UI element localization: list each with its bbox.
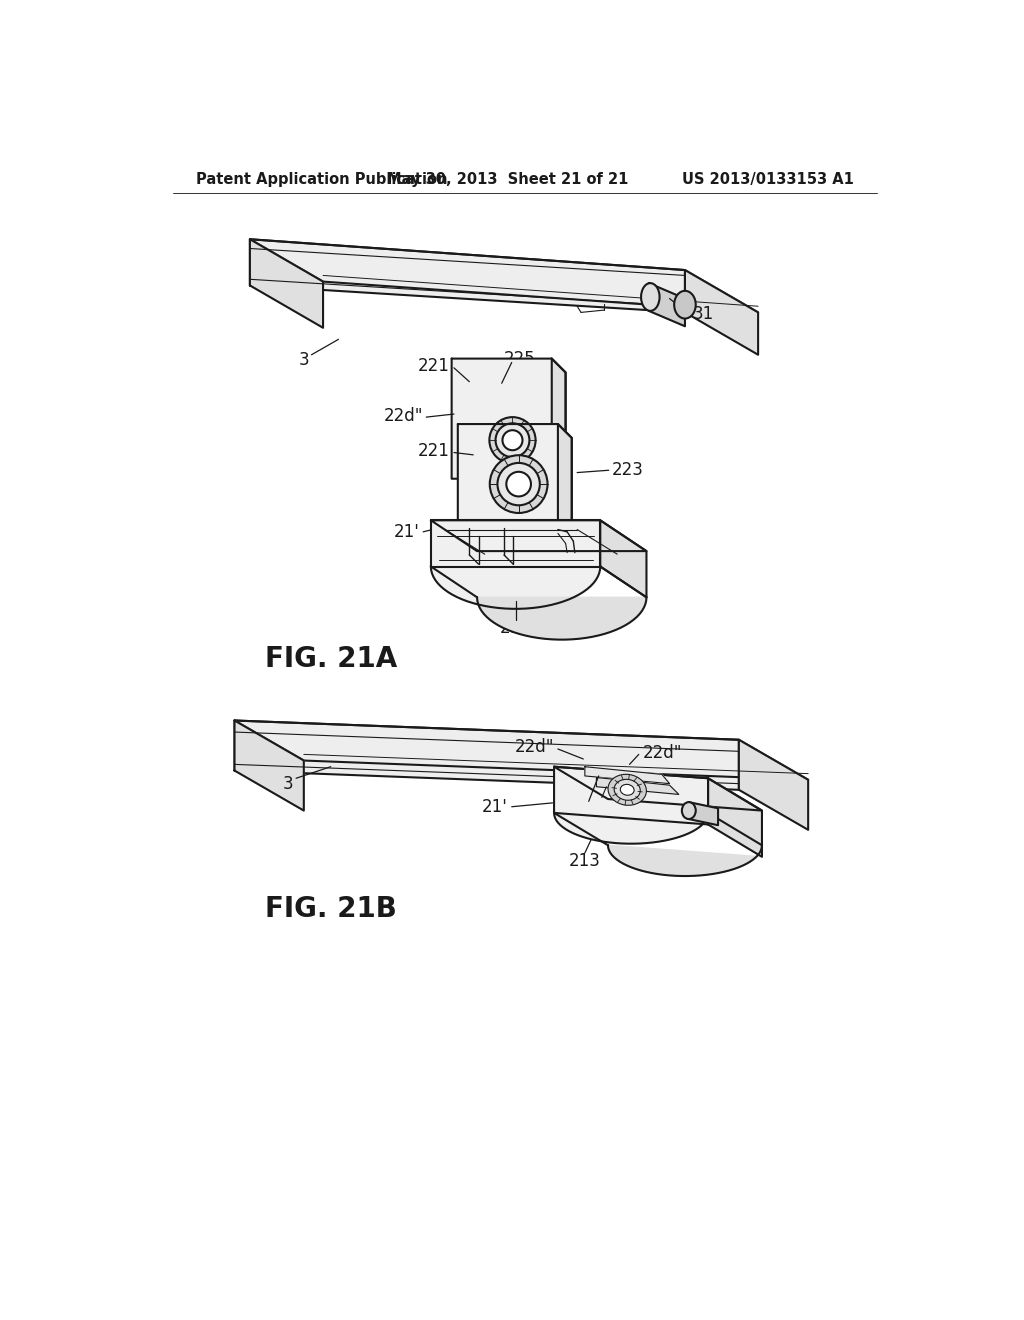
Polygon shape — [477, 566, 646, 640]
Text: 22d": 22d" — [643, 744, 682, 762]
Ellipse shape — [506, 471, 531, 496]
Ellipse shape — [614, 779, 640, 800]
Polygon shape — [250, 239, 685, 313]
Ellipse shape — [682, 803, 695, 818]
Text: FIG. 21A: FIG. 21A — [265, 645, 397, 673]
Polygon shape — [554, 767, 762, 810]
Polygon shape — [431, 520, 646, 552]
Text: 221: 221 — [418, 442, 451, 459]
Ellipse shape — [674, 290, 695, 318]
Polygon shape — [431, 520, 600, 566]
Ellipse shape — [489, 455, 548, 513]
Polygon shape — [552, 359, 565, 479]
Ellipse shape — [496, 424, 529, 457]
Text: 213: 213 — [500, 619, 531, 638]
Text: 221: 221 — [418, 358, 451, 375]
Polygon shape — [554, 767, 708, 825]
Polygon shape — [739, 739, 808, 830]
Polygon shape — [452, 359, 565, 479]
Text: 22d": 22d" — [384, 408, 423, 425]
Polygon shape — [708, 779, 762, 857]
Text: 3: 3 — [283, 775, 294, 792]
Text: Patent Application Publication: Patent Application Publication — [196, 173, 447, 187]
Ellipse shape — [621, 784, 634, 795]
Text: 21': 21' — [482, 797, 508, 816]
Text: May 30, 2013  Sheet 21 of 21: May 30, 2013 Sheet 21 of 21 — [387, 173, 629, 187]
Ellipse shape — [608, 775, 646, 805]
Ellipse shape — [489, 417, 536, 463]
Polygon shape — [554, 813, 708, 843]
Text: US 2013/0133153 A1: US 2013/0133153 A1 — [682, 173, 854, 187]
Polygon shape — [234, 721, 808, 780]
Polygon shape — [649, 284, 685, 326]
Polygon shape — [250, 239, 323, 327]
Text: 31: 31 — [692, 305, 714, 323]
Text: 223: 223 — [611, 461, 644, 479]
Polygon shape — [234, 721, 739, 789]
Polygon shape — [558, 424, 571, 544]
Ellipse shape — [498, 463, 540, 506]
Text: 22d": 22d" — [514, 738, 554, 756]
Text: FIG. 21B: FIG. 21B — [265, 895, 397, 923]
Polygon shape — [585, 767, 670, 784]
Text: 21': 21' — [393, 523, 419, 541]
Text: 3: 3 — [299, 351, 309, 370]
Polygon shape — [689, 803, 718, 825]
Ellipse shape — [641, 284, 659, 312]
Text: 213: 213 — [569, 851, 601, 870]
Polygon shape — [685, 271, 758, 355]
Polygon shape — [608, 825, 762, 876]
Polygon shape — [250, 239, 758, 313]
Polygon shape — [234, 721, 304, 810]
Text: 225: 225 — [504, 350, 536, 367]
Ellipse shape — [503, 430, 522, 450]
Polygon shape — [600, 520, 646, 598]
Polygon shape — [458, 424, 571, 544]
Polygon shape — [596, 777, 679, 795]
Polygon shape — [431, 566, 600, 609]
